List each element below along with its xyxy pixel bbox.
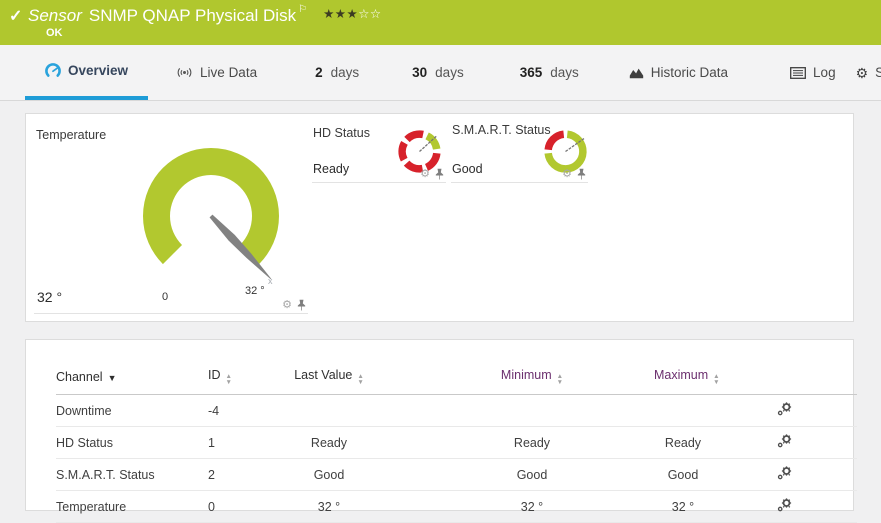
tab-label: Live Data (200, 65, 258, 80)
tab-overview[interactable]: Overview (25, 45, 149, 100)
column-header-actions (712, 360, 857, 395)
gauges-panel: Temperature x 32 ° 0 32 ° ⚙ HD Status (25, 113, 854, 322)
channel-settings-icon[interactable] (777, 402, 792, 419)
column-header-id[interactable]: ID ▲ ▼ (208, 360, 248, 395)
tab-label: days (550, 65, 579, 80)
gauge-settings-gear-icon[interactable]: ⚙ (420, 167, 430, 180)
flag-icon[interactable]: ⚐ (298, 4, 308, 15)
table-row-hd-status: HD Status 1 Ready Ready Ready (56, 426, 857, 459)
tab-settings[interactable]: ⚙ Settings (846, 45, 881, 100)
tab-365-days[interactable]: 365 days (510, 45, 589, 100)
tab-live-data[interactable]: Live Data (166, 45, 267, 100)
tab-label: Settings (875, 65, 881, 80)
sensor-header-banner: ✓ Sensor SNMP QNAP Physical Disk ⚐ ★★★☆☆ OK (0, 0, 881, 45)
table-row-temperature: Temperature 0 32 ° 32 ° 32 ° (56, 490, 857, 523)
cell-id: 2 (208, 458, 248, 491)
tab-30-days[interactable]: 30 days (402, 45, 474, 100)
stars-filled: ★★★ (323, 7, 359, 21)
sensor-status-badge: OK (46, 27, 63, 39)
pin-icon[interactable] (297, 299, 306, 311)
sort-icon: ▲ ▼ (225, 373, 232, 386)
gauge-scale-min-label: 0 (162, 291, 169, 303)
cell-channel[interactable]: Temperature (56, 490, 208, 523)
channel-settings-icon[interactable] (777, 466, 792, 483)
gauge-settings-gear-icon[interactable]: ⚙ (282, 298, 292, 311)
gear-icon: ⚙ (855, 64, 869, 81)
gauge-current-value: Ready (313, 162, 350, 176)
gauge-title: S.M.A.R.T. Status (452, 123, 551, 137)
gauge-scale-max-label: 32 ° (245, 285, 265, 297)
gauge-current-value: Good (452, 162, 483, 176)
cell-maximum: Ready (654, 426, 712, 459)
tab-label: Overview (68, 63, 129, 78)
tab-historic-data[interactable]: Historic Data (619, 45, 738, 100)
pin-icon[interactable] (435, 168, 444, 180)
tab-days-number: 365 (519, 65, 543, 80)
cell-channel[interactable]: HD Status (56, 426, 208, 459)
table-row-downtime: Downtime -4 (56, 394, 857, 427)
cell-maximum (654, 394, 712, 427)
gauge-title: Temperature (36, 128, 107, 142)
cell-channel[interactable]: Downtime (56, 394, 208, 427)
temperature-radial-gauge: x (143, 148, 279, 286)
gauge-icon (45, 62, 61, 77)
tab-days-number: 2 (315, 65, 323, 80)
tab-label: days (435, 65, 464, 80)
sensor-tab-bar: Overview Live Data 2 days 30 days 365 da… (0, 45, 881, 101)
cell-id: -4 (208, 394, 248, 427)
sort-icon: ▲ ▼ (357, 373, 364, 386)
channel-settings-icon[interactable] (777, 498, 792, 515)
stars-empty: ☆☆ (358, 7, 382, 21)
column-header-last-value[interactable]: Last Value ▲ ▼ (248, 360, 410, 395)
smart-status-gauge-widget: S.M.A.R.T. Status Good ⚙ (451, 122, 588, 183)
gauge-current-value: 32 ° (37, 289, 63, 305)
tab-label: days (330, 65, 360, 80)
tab-label: Historic Data (650, 65, 729, 80)
sort-icon: ▲ ▼ (713, 373, 720, 386)
cell-maximum: Good (654, 458, 712, 491)
hd-status-gauge-widget: HD Status Ready ⚙ (312, 122, 446, 183)
status-ok-check-icon: ✓ (9, 8, 23, 25)
tab-label: Log (813, 65, 836, 80)
channels-table: Channel ▼ ID ▲ ▼ Last Value ▲ ▼ Minimum ▲ ▼ Max… (56, 360, 857, 523)
log-icon (790, 66, 806, 79)
tab-days-number: 30 (412, 65, 428, 80)
cell-minimum: 32 ° (410, 490, 654, 523)
table-header-row: Channel ▼ ID ▲ ▼ Last Value ▲ ▼ Minimum ▲ ▼ Max… (56, 360, 857, 395)
cell-channel[interactable]: S.M.A.R.T. Status (56, 458, 208, 491)
cell-id: 0 (208, 490, 248, 523)
historic-chart-icon (629, 68, 643, 79)
column-header-minimum[interactable]: Minimum ▲ ▼ (410, 360, 654, 395)
sort-icon: ▲ ▼ (556, 373, 564, 386)
broadcast-icon (177, 68, 192, 77)
gauge-title: HD Status (313, 126, 370, 140)
hd-status-donut-gauge (398, 130, 441, 173)
cell-minimum: Good (410, 458, 654, 491)
gauge-settings-gear-icon[interactable]: ⚙ (562, 167, 572, 180)
temperature-gauge-widget: Temperature x 32 ° 0 32 ° ⚙ (34, 122, 308, 314)
cell-minimum: Ready (410, 426, 654, 459)
table-row-smart-status: S.M.A.R.T. Status 2 Good Good Good (56, 458, 857, 491)
sort-desc-icon: ▼ (107, 372, 117, 383)
column-header-channel[interactable]: Channel ▼ (56, 360, 208, 395)
sensor-name: SNMP QNAP Physical Disk (88, 6, 297, 25)
channel-settings-icon[interactable] (777, 434, 792, 451)
channels-table-panel: Channel ▼ ID ▲ ▼ Last Value ▲ ▼ Minimum ▲ ▼ Max… (25, 339, 857, 523)
column-header-maximum[interactable]: Maximum ▲ ▼ (654, 360, 720, 395)
needle-tip-marker: x (268, 276, 273, 286)
cell-maximum: 32 ° (654, 490, 712, 523)
tab-log[interactable]: Log (780, 45, 846, 100)
cell-last-value: 32 ° (248, 490, 410, 523)
cell-minimum (410, 394, 654, 427)
pin-icon[interactable] (577, 168, 586, 180)
cell-id: 1 (208, 426, 248, 459)
cell-last-value (248, 394, 410, 427)
smart-status-donut-gauge (544, 130, 587, 173)
tab-2-days[interactable]: 2 days (305, 45, 369, 100)
cell-last-value: Good (248, 458, 410, 491)
object-kind-label: Sensor (28, 6, 82, 25)
cell-last-value: Ready (248, 426, 410, 459)
priority-stars[interactable]: ★★★☆☆ (323, 7, 382, 21)
